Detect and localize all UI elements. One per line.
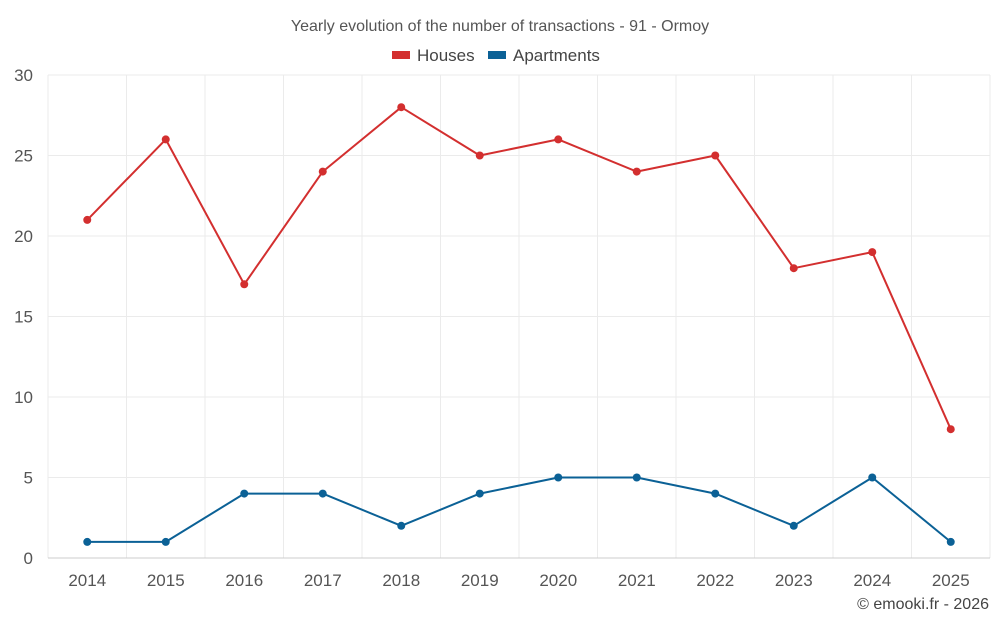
data-point-houses[interactable] bbox=[83, 215, 92, 224]
data-point-houses[interactable] bbox=[475, 151, 484, 160]
data-point-houses[interactable] bbox=[711, 151, 720, 160]
legend-label-houses[interactable]: Houses bbox=[417, 46, 475, 65]
data-point-apartments[interactable] bbox=[632, 473, 641, 482]
x-tick-label: 2022 bbox=[696, 571, 734, 590]
data-point-houses[interactable] bbox=[946, 425, 955, 434]
x-tick-label: 2020 bbox=[539, 571, 577, 590]
x-tick-label: 2018 bbox=[382, 571, 420, 590]
y-tick-label: 10 bbox=[14, 388, 33, 407]
x-tick-label: 2014 bbox=[68, 571, 106, 590]
x-tick-label: 2024 bbox=[853, 571, 891, 590]
data-point-apartments[interactable] bbox=[240, 489, 249, 498]
data-point-houses[interactable] bbox=[240, 280, 249, 289]
data-point-apartments[interactable] bbox=[318, 489, 327, 498]
x-tick-label: 2025 bbox=[932, 571, 970, 590]
legend-swatch-apartments bbox=[488, 51, 506, 59]
series-layer bbox=[83, 103, 955, 546]
legend: Houses Apartments bbox=[392, 46, 600, 65]
data-point-houses[interactable] bbox=[397, 103, 406, 112]
data-point-houses[interactable] bbox=[632, 167, 641, 176]
x-tick-label: 2015 bbox=[147, 571, 185, 590]
y-tick-label: 30 bbox=[14, 66, 33, 85]
y-tick-label: 0 bbox=[24, 549, 33, 568]
credit-text: © emooki.fr - 2026 bbox=[857, 596, 989, 613]
series-line-houses bbox=[86, 106, 952, 430]
data-point-houses[interactable] bbox=[318, 167, 327, 176]
x-tick-label: 2023 bbox=[775, 571, 813, 590]
y-axis: 0 5 10 15 20 25 30 bbox=[14, 66, 33, 568]
legend-swatch-houses bbox=[392, 51, 410, 59]
data-point-houses[interactable] bbox=[789, 264, 798, 273]
x-tick-label: 2021 bbox=[618, 571, 656, 590]
chart-title: Yearly evolution of the number of transa… bbox=[291, 18, 709, 35]
y-tick-label: 5 bbox=[24, 469, 33, 488]
legend-label-apartments[interactable]: Apartments bbox=[513, 46, 600, 65]
data-point-apartments[interactable] bbox=[554, 473, 563, 482]
data-point-apartments[interactable] bbox=[161, 537, 170, 546]
y-tick-label: 20 bbox=[14, 227, 33, 246]
data-point-apartments[interactable] bbox=[475, 489, 484, 498]
data-point-houses[interactable] bbox=[161, 135, 170, 144]
x-tick-label: 2017 bbox=[304, 571, 342, 590]
data-point-apartments[interactable] bbox=[789, 521, 798, 530]
series-line-apartments bbox=[87, 476, 952, 543]
y-tick-label: 25 bbox=[14, 147, 33, 166]
data-point-apartments[interactable] bbox=[711, 489, 720, 498]
data-point-apartments[interactable] bbox=[83, 537, 92, 546]
data-point-apartments[interactable] bbox=[868, 473, 877, 482]
y-tick-label: 15 bbox=[14, 308, 33, 327]
x-tick-label: 2016 bbox=[225, 571, 263, 590]
data-point-houses[interactable] bbox=[868, 248, 877, 257]
data-point-apartments[interactable] bbox=[397, 521, 406, 530]
x-axis: 2014 2015 2016 2017 2018 2019 2020 2021 2022 2023… bbox=[68, 571, 969, 590]
data-point-apartments[interactable] bbox=[946, 537, 955, 546]
data-point-houses[interactable] bbox=[554, 135, 563, 144]
x-tick-label: 2019 bbox=[461, 571, 499, 590]
